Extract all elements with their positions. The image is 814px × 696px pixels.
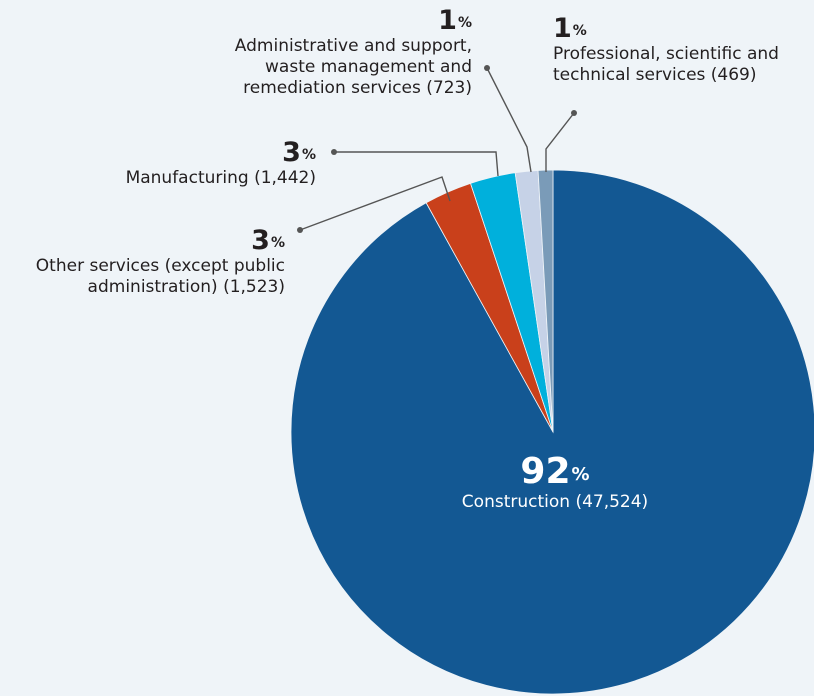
label-professional-line-2: technical services (469)	[553, 65, 757, 85]
label-administrative-line-1: Administrative and support,	[234, 36, 472, 56]
label-other-services-line-2: administration) (1,523)	[87, 277, 285, 297]
label-manufacturing-percent: 3%	[282, 137, 316, 168]
label-professional: 1% Professional, scientific and technica…	[553, 14, 808, 86]
leader-line-administrative	[486, 67, 532, 173]
label-construction: 92% Construction (47,524)	[430, 452, 680, 513]
leader-dot-professional	[571, 110, 577, 116]
leader-line-professional	[545, 112, 575, 172]
pie-slice-construction	[290, 169, 814, 695]
label-other-services-percent: 3%	[251, 225, 285, 256]
leader-dot-other-services	[297, 227, 303, 233]
label-other-services-line-1: Other services (except public	[35, 256, 285, 276]
label-administrative-line-3: remediation services (723)	[243, 78, 472, 98]
leader-line-manufacturing	[334, 151, 499, 177]
label-construction-percent: 92%	[520, 451, 590, 492]
pie-slices	[290, 169, 814, 695]
leader-dot-administrative	[484, 65, 490, 71]
leader-lines	[297, 65, 577, 233]
label-administrative-percent: 1%	[438, 5, 472, 36]
leader-dot-manufacturing	[331, 149, 337, 155]
label-professional-line-1: Professional, scientific and	[553, 44, 779, 64]
label-professional-percent: 1%	[553, 13, 587, 44]
label-manufacturing: 3% Manufacturing (1,442)	[60, 138, 316, 189]
label-other-services: 3% Other services (except public adminis…	[10, 226, 285, 298]
leader-line-other-services	[299, 176, 451, 231]
label-administrative: 1% Administrative and support, waste man…	[172, 6, 472, 99]
label-administrative-line-2: waste management and	[265, 57, 472, 77]
label-manufacturing-text: Manufacturing (1,442)	[125, 168, 316, 188]
label-construction-text: Construction (47,524)	[461, 492, 649, 512]
